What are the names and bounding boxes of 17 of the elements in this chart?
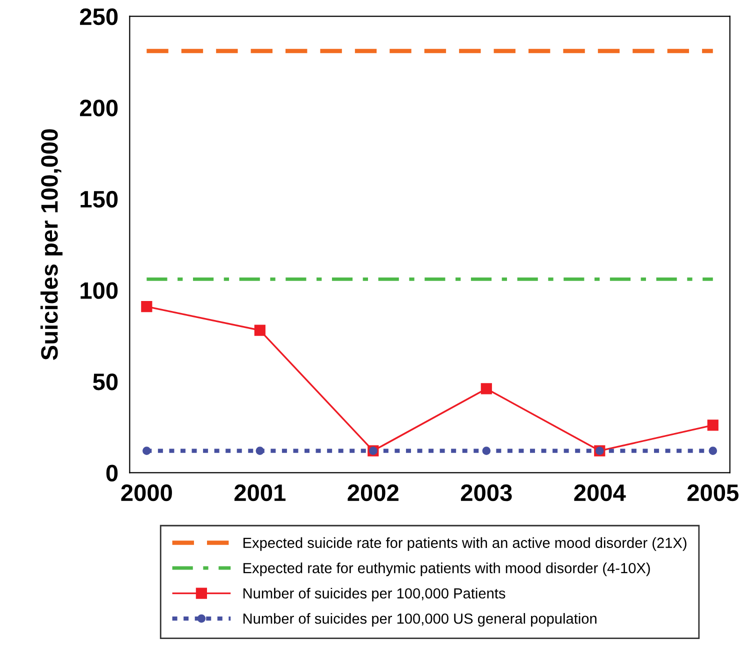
y-tick-label: 0 [106, 464, 118, 482]
x-tick-label: 2005 [687, 484, 739, 502]
x-tick-label: 2002 [348, 484, 398, 502]
legend-label: Expected suicide rate for patients with an active mood disorder (21X) [243, 537, 686, 551]
x-tick-label: 2001 [234, 484, 286, 502]
legend-label: Expected rate for euthymic patients with mood disorder (4-10X) [243, 562, 650, 576]
x-tick-label: 2004 [574, 484, 626, 502]
y-tick-label: 100 [80, 282, 118, 299]
legend-label: Number of suicides per 100,000 US general population [243, 613, 596, 627]
x-tick-label: 2003 [460, 484, 512, 502]
y-tick-label: 250 [80, 8, 118, 26]
y-axis-title: Suicides per 100,000 [40, 129, 63, 360]
y-tick-label: 150 [80, 190, 118, 208]
y-tick-label: 50 [93, 373, 118, 390]
x-tick-label: 2000 [121, 484, 172, 502]
legend-label: Number of suicides per 100,000 Patients [243, 588, 506, 602]
y-tick-label: 200 [80, 100, 118, 116]
